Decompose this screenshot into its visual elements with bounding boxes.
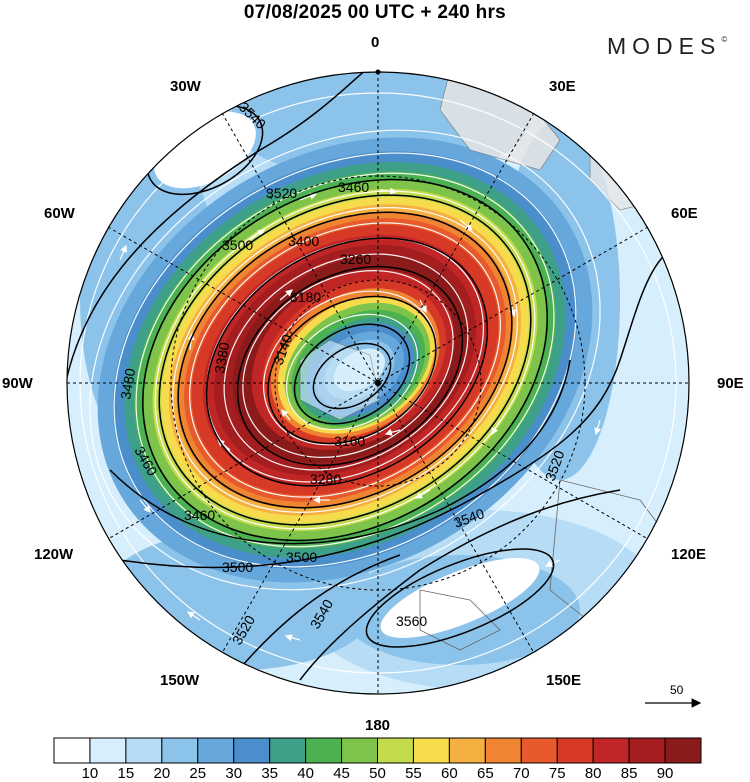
colorbar-tick-label: 55 bbox=[405, 765, 422, 782]
contour-label: 3500 bbox=[286, 549, 317, 565]
colorbar-tick-label: 65 bbox=[476, 765, 494, 782]
height-contours bbox=[67, 72, 689, 681]
longitude-label-60w: 60W bbox=[44, 205, 75, 222]
contour-label: 3500 bbox=[222, 559, 253, 575]
colorbar-tick-label: 30 bbox=[225, 765, 243, 782]
colorbar-swatch bbox=[305, 737, 343, 764]
contour-label: 3180 bbox=[290, 289, 321, 305]
longitude-label-30e: 30E bbox=[549, 78, 576, 95]
south-pole-marker bbox=[375, 380, 381, 386]
contour-label: 3500 bbox=[222, 237, 253, 253]
colorbar-swatch bbox=[269, 737, 307, 764]
brand-logo: MODES© bbox=[607, 33, 728, 59]
colorbar-swatch bbox=[520, 737, 558, 764]
contour-label: 3460 bbox=[184, 507, 215, 523]
colorbar-swatch bbox=[197, 737, 235, 764]
contour-label: 3160 bbox=[334, 433, 365, 449]
colorbar-tick-label: 35 bbox=[261, 765, 278, 782]
colorbar-swatch bbox=[233, 737, 271, 764]
colorbar-tick-label: 70 bbox=[512, 765, 530, 782]
contour-label: 3380 bbox=[211, 341, 232, 375]
colorbar-tick-label: 50 bbox=[369, 765, 386, 782]
longitude-label-30w: 30W bbox=[170, 78, 201, 95]
colorbar-tick-label: 15 bbox=[117, 765, 135, 782]
colorbar-tick-label: 40 bbox=[297, 765, 314, 782]
colorbar-swatch bbox=[53, 737, 91, 764]
colorbar-swatch bbox=[448, 737, 486, 764]
colorbar-tick-label: 45 bbox=[333, 765, 350, 782]
contour-label: 3560 bbox=[396, 613, 427, 629]
contour-label: 3480 bbox=[117, 367, 138, 401]
colorbar-swatch bbox=[664, 737, 702, 764]
longitude-label-60e: 60E bbox=[671, 205, 698, 222]
longitude-label-120e: 120E bbox=[671, 546, 707, 563]
longitude-label-180: 180 bbox=[365, 717, 391, 734]
graticule bbox=[67, 72, 689, 694]
contour-label: 3400 bbox=[288, 233, 319, 249]
longitude-label-90e: 90E bbox=[717, 375, 744, 392]
colorbar-swatch bbox=[592, 737, 630, 764]
colorbar-tick-label: 10 bbox=[81, 765, 99, 782]
colorbar-tick-label: 85 bbox=[620, 765, 638, 782]
colorbar-swatch bbox=[556, 737, 594, 764]
longitude-label-0: 0 bbox=[371, 34, 380, 51]
colorbar-swatch bbox=[484, 737, 522, 764]
colorbar-tick-label: 90 bbox=[656, 765, 674, 782]
colorbar-swatch bbox=[89, 737, 127, 764]
colorbar-swatch bbox=[377, 737, 414, 764]
colorbar-swatch bbox=[628, 737, 666, 764]
colorbar-tick-label: 20 bbox=[153, 765, 171, 782]
colorbar-swatch bbox=[412, 737, 450, 764]
longitude-label-90w: 90W bbox=[2, 375, 33, 392]
colorbar-swatch bbox=[161, 737, 199, 764]
colorbar bbox=[53, 737, 702, 764]
reference-vector-label: 50 bbox=[670, 683, 684, 697]
colorbar-tick-label: 60 bbox=[441, 765, 458, 782]
colorbar-swatch bbox=[125, 737, 163, 764]
contour-label: 3280 bbox=[310, 471, 341, 487]
longitude-label-150w: 150W bbox=[160, 672, 200, 689]
colorbar-tick-label: 80 bbox=[584, 765, 602, 782]
colorbar-tick-label: 75 bbox=[548, 765, 566, 782]
map-title: 07/08/2025 00 UTC + 240 hrs bbox=[243, 2, 507, 23]
contour-label: 3460 bbox=[338, 179, 369, 195]
contour-label: 3260 bbox=[340, 251, 371, 267]
colorbar-tick-label: 25 bbox=[189, 765, 207, 782]
colorbar-swatch bbox=[341, 737, 378, 764]
contour-label: 3520 bbox=[266, 185, 297, 201]
longitude-label-150e: 150E bbox=[546, 672, 582, 689]
longitude-label-120w: 120W bbox=[34, 546, 74, 563]
